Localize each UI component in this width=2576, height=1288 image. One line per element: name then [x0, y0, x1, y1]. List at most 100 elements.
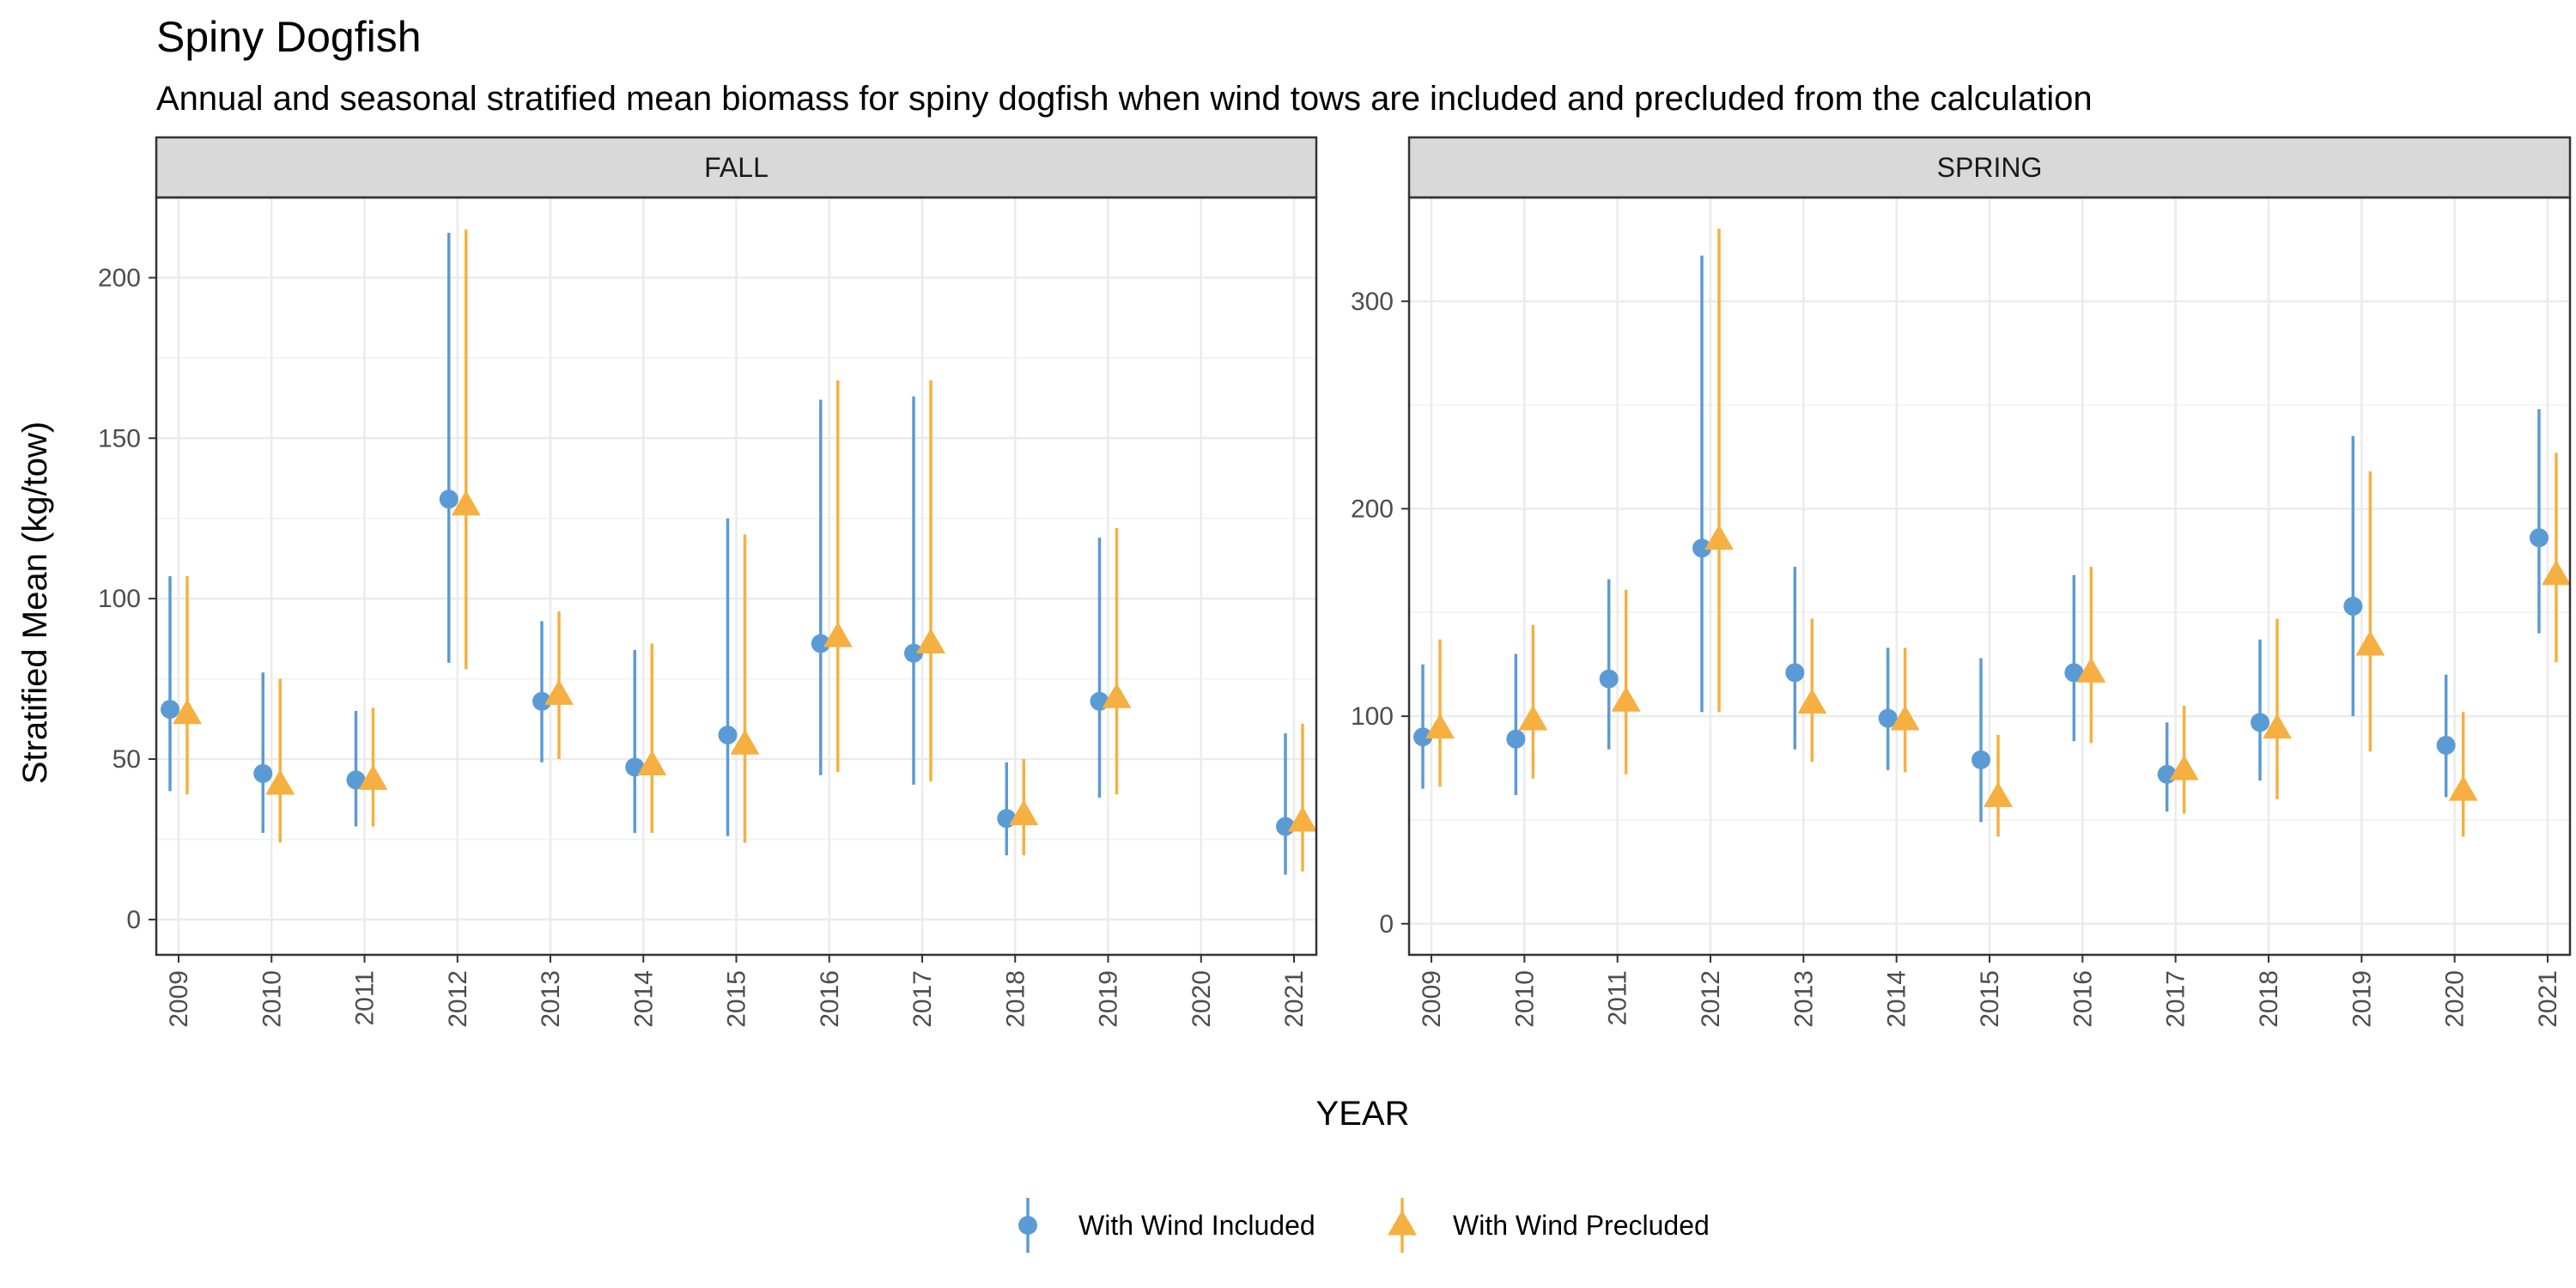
data-point-triangle [265, 769, 295, 795]
data-point-triangle [1518, 705, 1548, 731]
x-tick-label: 2012 [444, 970, 472, 1028]
panel-border [1407, 196, 2572, 957]
y-tick-label: 0 [1379, 910, 1394, 939]
legend-key-triangle [1388, 1210, 1417, 1236]
legend-label: With Wind Precluded [1453, 1210, 1710, 1241]
x-tick-label: 2019 [2348, 970, 2376, 1028]
data-point-triangle [2448, 775, 2478, 801]
x-tick-label: 2015 [1976, 970, 2004, 1028]
x-tick-label: 2021 [1280, 970, 1309, 1028]
x-tick-label: 2018 [1001, 970, 1030, 1028]
data-point-triangle [730, 729, 760, 755]
data-point-circle [346, 770, 366, 790]
x-tick-label: 2010 [258, 970, 286, 1028]
x-tick-label: 2011 [351, 970, 380, 1026]
data-point-triangle [1009, 799, 1039, 825]
x-tick-label: 2013 [1789, 970, 1818, 1028]
data-point-circle [1506, 729, 1526, 749]
data-point-triangle [1102, 683, 1132, 708]
data-point-circle [439, 489, 459, 509]
data-point-triangle [2262, 713, 2292, 739]
y-tick-label: 200 [1351, 495, 1394, 523]
data-point-triangle [1288, 806, 1317, 832]
data-point-triangle [1890, 705, 1920, 731]
facet-strip [1407, 136, 2572, 199]
legend-key-circle [1018, 1216, 1037, 1235]
data-point-circle [253, 763, 273, 783]
x-tick-label: 2009 [1418, 970, 1446, 1028]
data-point-circle [161, 700, 179, 720]
x-tick-label: 2014 [1883, 970, 1911, 1028]
data-point-triangle [451, 489, 481, 516]
x-tick-label: 2017 [2162, 970, 2190, 1028]
x-axis-title: YEAR [1316, 1095, 1410, 1133]
facet-strip-label: SPRING [1937, 152, 2043, 183]
x-tick-label: 2012 [1697, 970, 1725, 1028]
x-tick-label: 2017 [908, 970, 937, 1028]
legend-label: With Wind Included [1078, 1210, 1315, 1241]
x-tick-label: 2018 [2255, 970, 2283, 1028]
x-tick-label: 2020 [1188, 970, 1216, 1028]
x-tick-label: 2021 [2534, 970, 2562, 1028]
y-axis-title: Stratified Mean (kg/tow) [16, 422, 54, 784]
x-tick-label: 2011 [1604, 970, 1632, 1026]
data-point-triangle [1704, 524, 1735, 550]
x-tick-label: 2013 [537, 970, 565, 1028]
data-point-triangle [1425, 713, 1455, 739]
data-point-triangle [358, 764, 388, 790]
data-point-circle [1413, 727, 1433, 747]
data-point-circle [718, 725, 738, 744]
y-tick-label: 100 [98, 585, 141, 613]
x-tick-label: 2019 [1095, 970, 1123, 1028]
data-point-triangle [1611, 686, 1641, 712]
data-point-circle [532, 691, 551, 711]
data-point-triangle [2541, 559, 2571, 586]
data-point-circle [904, 643, 923, 663]
data-point-circle [811, 634, 830, 653]
y-tick-label: 150 [98, 424, 141, 453]
data-point-triangle [2355, 630, 2385, 656]
x-tick-label: 2014 [629, 970, 658, 1028]
data-point-triangle [1797, 688, 1827, 714]
legend-key [1388, 1198, 1417, 1253]
facet-strip [155, 136, 1318, 199]
chart-subtitle: Annual and seasonal stratified mean biom… [156, 80, 2093, 118]
facet-panels: 0 50 100 150 200 2009 2010 2011 2012 2013 2014 2015… [98, 136, 2572, 1028]
data-point-triangle [916, 628, 945, 654]
data-point-triangle [544, 679, 574, 705]
data-point-circle [2343, 597, 2363, 617]
facet-panel-fall: 0 50 100 150 200 2009 2010 2011 2012 2013 2014 2015… [98, 136, 1318, 1028]
data-point-triangle [2076, 657, 2106, 683]
data-point-circle [2529, 528, 2549, 548]
facet-strip-label: FALL [704, 152, 769, 183]
y-tick-label: 50 [112, 745, 141, 774]
y-tick-label: 200 [98, 264, 141, 292]
y-tick-label: 0 [126, 906, 141, 934]
data-point-triangle [173, 698, 202, 725]
data-point-circle [1692, 538, 1712, 558]
data-point-circle [1785, 663, 1805, 683]
data-point-circle [1599, 669, 1619, 689]
data-point-triangle [823, 622, 853, 647]
y-tick-label: 100 [1351, 702, 1394, 731]
data-point-triangle [2169, 755, 2199, 781]
legend-key [1018, 1198, 1037, 1253]
x-tick-label: 2010 [1510, 970, 1539, 1028]
x-tick-label: 2009 [165, 970, 193, 1028]
data-point-circle [1971, 750, 1990, 769]
legend: With Wind Included With Wind Precluded [1018, 1198, 1710, 1253]
facet-panel-spring: 0 100 200 300 2009 2010 2011 2012 2013 2014 2015 20… [1351, 136, 2572, 1028]
y-tick-label: 300 [1351, 288, 1394, 316]
data-point-triangle [637, 750, 667, 776]
x-tick-label: 2016 [816, 970, 844, 1028]
x-tick-label: 2015 [723, 970, 751, 1028]
data-point-circle [1878, 708, 1898, 728]
data-point-circle [2436, 735, 2456, 755]
panel-border [155, 196, 1318, 957]
data-point-circle [2250, 713, 2269, 732]
x-tick-label: 2020 [2441, 970, 2470, 1028]
x-tick-label: 2016 [2069, 970, 2097, 1028]
data-point-triangle [1984, 781, 2013, 807]
data-point-circle [2064, 663, 2084, 683]
